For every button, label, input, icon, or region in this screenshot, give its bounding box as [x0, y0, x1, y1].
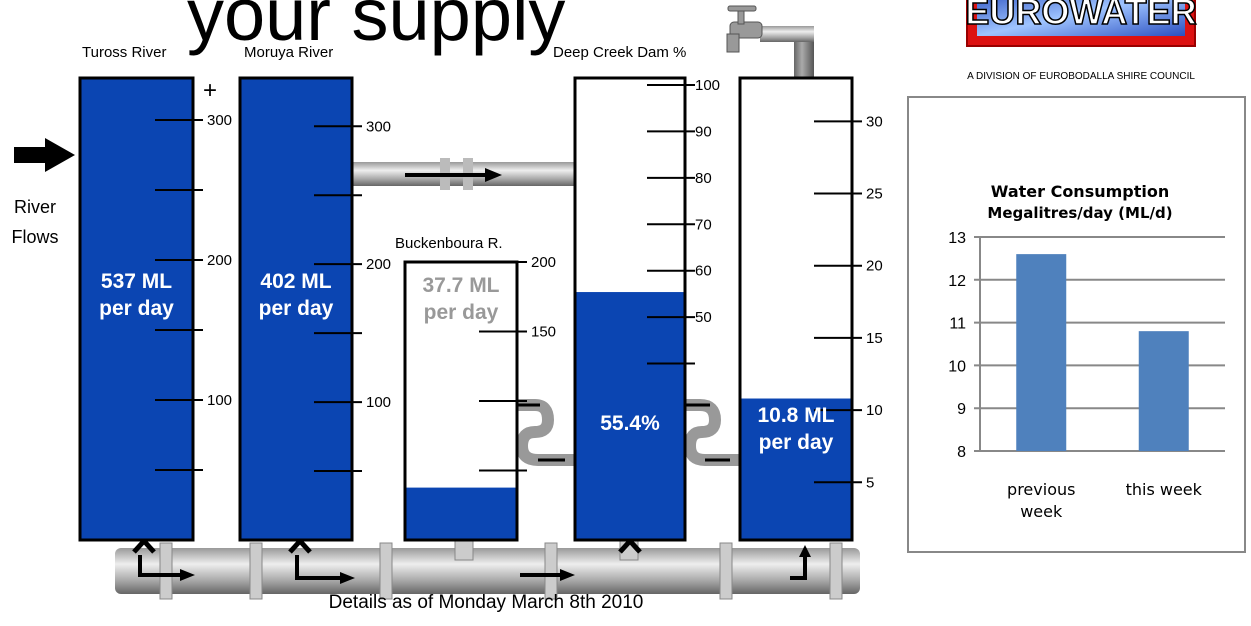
chart-frame: [907, 96, 1246, 553]
tick-label: 100: [207, 392, 232, 409]
chart-title: Water Consumption: [990, 182, 1170, 201]
footer: Details as of Monday March 8th 2010: [328, 592, 644, 613]
flow-arrow-heads: [180, 545, 811, 584]
tick-label: 200: [366, 256, 391, 273]
y-tick-label: 10: [948, 358, 966, 375]
tick-label: 90: [695, 123, 712, 140]
tick-label: 50: [695, 309, 712, 326]
tick-label: 200: [207, 252, 232, 269]
chart-subtitle: Megalitres/day (ML/d): [987, 204, 1173, 222]
bar: [1138, 331, 1189, 451]
tick-label: 150: [531, 324, 556, 341]
tick-label: 10: [866, 402, 883, 419]
flow-arrow-head: [485, 168, 502, 182]
value-label: 37.7 ML per day: [422, 274, 500, 324]
y-tick-label: 8: [957, 444, 966, 461]
tank-border: [238, 76, 354, 542]
y-tick-label: 13: [948, 230, 966, 247]
x-tick-label: this week: [1125, 480, 1202, 499]
flow-arrows: [138, 555, 807, 580]
tick-label: 80: [695, 170, 712, 187]
value-label: 537 ML per day: [99, 270, 174, 320]
value-label: 402 ML per day: [258, 270, 334, 320]
pipe-bends: [515, 399, 740, 466]
logo-caption: A DIVISION OF EUROBODALLA SHIRE COUNCIL: [967, 71, 1195, 82]
tick-label: 200: [531, 254, 556, 271]
tick-label: 25: [866, 186, 883, 203]
bar: [1016, 254, 1067, 451]
logo-text: EUROWATER: [965, 0, 1196, 32]
value-label: 55.4%: [600, 412, 660, 435]
faucet: [726, 5, 763, 53]
gauge-name: Tuross River: [82, 44, 166, 61]
tank-border: [738, 76, 854, 542]
gauge-name: Deep Creek Dam %: [553, 44, 686, 61]
tick-label: 70: [695, 216, 712, 233]
x-tick-label: previous week: [1007, 480, 1076, 521]
tank-fill: [405, 487, 517, 540]
tank-fill: [80, 78, 193, 540]
gauge-name: Buckenboura R.: [395, 235, 503, 252]
tick-label: 20: [866, 258, 883, 275]
pipe-joints: [159, 539, 843, 600]
tick-label: 100: [695, 77, 720, 94]
title: your supply: [187, 0, 565, 56]
y-tick-label: 12: [948, 273, 966, 290]
flow-arrows: [517, 403, 730, 462]
river-flows-label: River Flows: [11, 197, 59, 247]
tick-label: 300: [366, 118, 391, 135]
value-label: 10.8 ML per day: [757, 404, 835, 454]
tank-border: [78, 76, 195, 542]
gauge-name: Moruya River: [244, 44, 333, 61]
tick-label: 100: [366, 394, 391, 411]
tick-label: 60: [695, 263, 712, 280]
tick-label: 30: [866, 113, 883, 130]
y-tick-label: 11: [949, 316, 966, 333]
tank-fill: [740, 398, 852, 540]
y-tick-label: 9: [957, 401, 966, 418]
tank-border: [573, 76, 687, 542]
overflow-mark: +: [203, 77, 217, 104]
riser-pipe: [760, 26, 814, 42]
tank-fill: [575, 292, 685, 540]
tick-label: 15: [866, 330, 883, 347]
logo-inner: [977, 0, 1185, 36]
pipe: [115, 548, 860, 594]
tank-fill: [240, 78, 352, 540]
tick-label: 5: [866, 474, 874, 491]
tick-label: 300: [207, 112, 232, 129]
inflow-arrow: [14, 138, 75, 172]
